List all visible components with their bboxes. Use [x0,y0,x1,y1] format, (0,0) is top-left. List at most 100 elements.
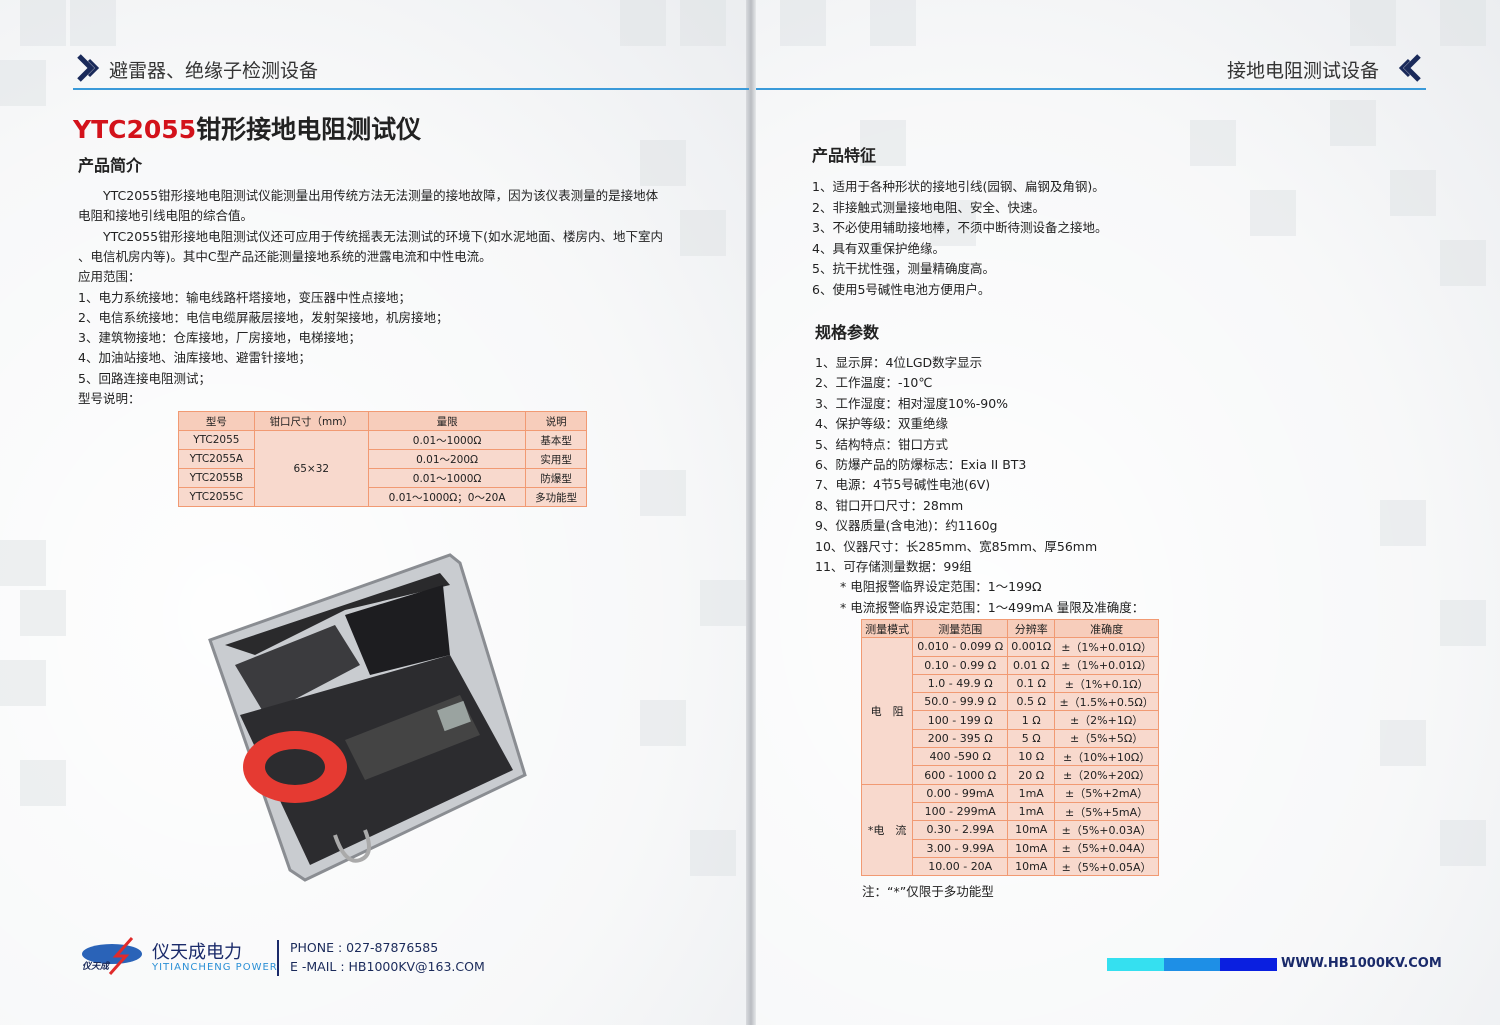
bar-blue [1163,958,1221,971]
background-square [870,0,916,46]
accuracy-cell: ±（10%+10Ω） [1054,747,1159,767]
range-cell: 0.01～1000Ω [367,468,527,488]
table-row: YTC2055A 0.01～200Ω 实用型 [178,449,587,469]
text-line: 电阻和接地引线电阻的综合值。 [78,208,254,224]
text-line: 2、工作温度：-10℃ [815,375,933,391]
background-square [20,760,66,806]
footnote: 注：“*”仅限于多功能型 [862,884,994,899]
text-line: 、电信机房内等)。其中C型产品还能测量接地系统的泄露电流和中性电流。 [78,248,492,264]
background-square [70,0,116,46]
model-table: 型号 钳口尺寸（mm） 量限 说明 YTC2055 65×32 0.01～1000Ω 基本型… [178,411,587,507]
brand-name: 仪天成电力 [152,942,242,963]
range-cell: 50.0 - 99.9 Ω [912,692,1009,712]
page-fold [746,0,756,1025]
left-page [0,0,750,1025]
text-line: 6、防爆产品的防爆标志：Exia II BT3 [815,457,1027,472]
text-line: 4、加油站接地、油库接地、避雷针接地； [78,350,311,366]
background-square [20,0,66,46]
table-row: YTC2055 65×32 0.01～1000Ω 基本型 [178,430,587,507]
text-line: 7、电源：4节5号碱性电池(6V) [815,477,991,493]
table-row: 3.00 - 9.99A 10mA ±（5%+0.04A） [862,838,1159,858]
resolution-cell: 1mA [1007,783,1056,803]
phone: PHONE : 027-87876585 [290,940,439,955]
table-row: 电 阻 0.010 - 0.099 Ω 0.001Ω ±（1%+0.01Ω） [860,637,1159,785]
company-logo: 仪天成 [82,937,142,975]
background-square [680,0,726,46]
background-square [1190,120,1236,166]
range-cell: 100 - 299mA [912,801,1009,822]
color-bars [1107,958,1278,971]
resolution-cell: 1mA [1007,801,1056,822]
brand-name-en: YITIANCHENG POWER [152,962,278,973]
background-square [930,200,976,246]
background-square [1440,0,1486,46]
resolution-cell: 5 Ω [1007,728,1056,749]
range-cell: 0.00 - 99mA [912,783,1009,803]
resolution-cell: 0.001Ω [1007,637,1056,657]
header-cell: 分辨率 [1007,618,1056,639]
table-row: 600 - 1000 Ω 20 Ω ±（20%+20Ω） [862,765,1159,785]
range-cell: 0.010 - 0.099 Ω [912,637,1009,657]
background-square [680,210,726,256]
accuracy-cell: ±（1.5%+0.5Ω） [1054,692,1159,712]
background-square [1380,720,1426,766]
text-line: 5、抗干扰性强，测量精确度高。 [812,261,995,276]
text-line: 10、仪器尺寸：长285mm、宽85mm、厚56mm [815,538,1098,554]
background-square [1440,820,1486,866]
left-header: 避雷器、绝缘子检测设备 [109,60,319,82]
resolution-cell: 10 Ω [1007,747,1056,767]
background-square [1380,500,1426,546]
text-line: 9、仪器质量(含电池)：约1160g [815,518,998,534]
text-line: YTC2055钳形接地电阻测试仪还可应用于传统摇表无法测试的环境下(如水泥地面、… [78,228,663,244]
title-name: 钳形接地电阻测试仪 [196,115,422,144]
background-square [20,590,66,636]
intro-heading: 产品简介 [78,156,143,175]
range-cell: 10.00 - 20A [912,856,1009,877]
background-square [1390,170,1436,216]
text-line: 1、显示屏：4位LGD数字显示 [815,355,983,370]
header-rule-right [756,88,1426,90]
text-line: * 电流报警临界设定范围：1～499mA 量限及准确度： [815,599,1145,615]
range-cell: 3.00 - 9.99A [912,838,1009,858]
desc-cell: 实用型 [525,449,587,469]
mode-cell: 电 阻 [860,637,914,785]
text-line: 应用范围： [78,269,141,285]
text-line: 型号说明： [78,391,141,406]
title-model: YTC2055 [73,115,197,144]
accuracy-cell: ±（1%+0.01Ω） [1054,637,1159,657]
range-cell: 400 -590 Ω [912,747,1009,767]
background-square [0,540,46,586]
product-photo [208,553,527,882]
right-header: 接地电阻测试设备 [1227,60,1380,82]
background-square [0,660,46,706]
resolution-cell: 0.01 Ω [1007,655,1056,675]
background-square [640,470,686,516]
text-line: 3、不必使用辅助接地棒，不须中断待测设备之接地。 [812,220,1108,235]
background-square [0,60,46,106]
table-row: YTC2055C 0.01～1000Ω；0～20A 多功能型 [178,487,587,507]
range-cell: 0.01～1000Ω；0～20A [367,487,527,507]
text-line: 1、适用于各种形状的接地引线(园钢、扁钢及角钢)。 [812,179,1105,194]
table-row: 400 -590 Ω 10 Ω ±（10%+10Ω） [862,747,1159,767]
table-row: 10.00 - 20A 10mA ±（5%+0.05A） [862,856,1159,877]
desc-cell: 防爆型 [525,468,587,488]
header-cell: 测量范围 [912,618,1009,639]
text-line: 3、工作湿度：相对湿度10%-90% [815,395,1009,411]
background-square [1250,190,1296,236]
accuracy-table: 测量模式 测量范围 分辨率 准确度电 阻 0.010 - 0.099 Ω 0.001Ω ±（… [860,618,1159,877]
resolution-cell: 20 Ω [1007,765,1056,785]
specs-heading: 规格参数 [815,323,880,342]
mode-cell: *电 流 [860,783,914,877]
background-square [620,0,666,46]
accuracy-cell: ±（5%+2mA） [1054,783,1159,803]
range-cell: 100 - 199 Ω [912,710,1009,730]
text-line: 2、电信系统接地：电信电缆屏蔽层接地，发射架接地，机房接地； [78,309,449,325]
range-cell: 600 - 1000 Ω [912,765,1009,785]
desc-cell: 多功能型 [525,487,587,507]
website: WWW.HB1000KV.COM [1281,956,1442,971]
bar-navy [1220,958,1278,971]
text-line: 4、保护等级：双重绝缘 [815,416,948,432]
background-square [1440,600,1486,646]
table-row: YTC2055B 0.01～1000Ω 防爆型 [178,468,587,488]
background-square [700,580,746,626]
